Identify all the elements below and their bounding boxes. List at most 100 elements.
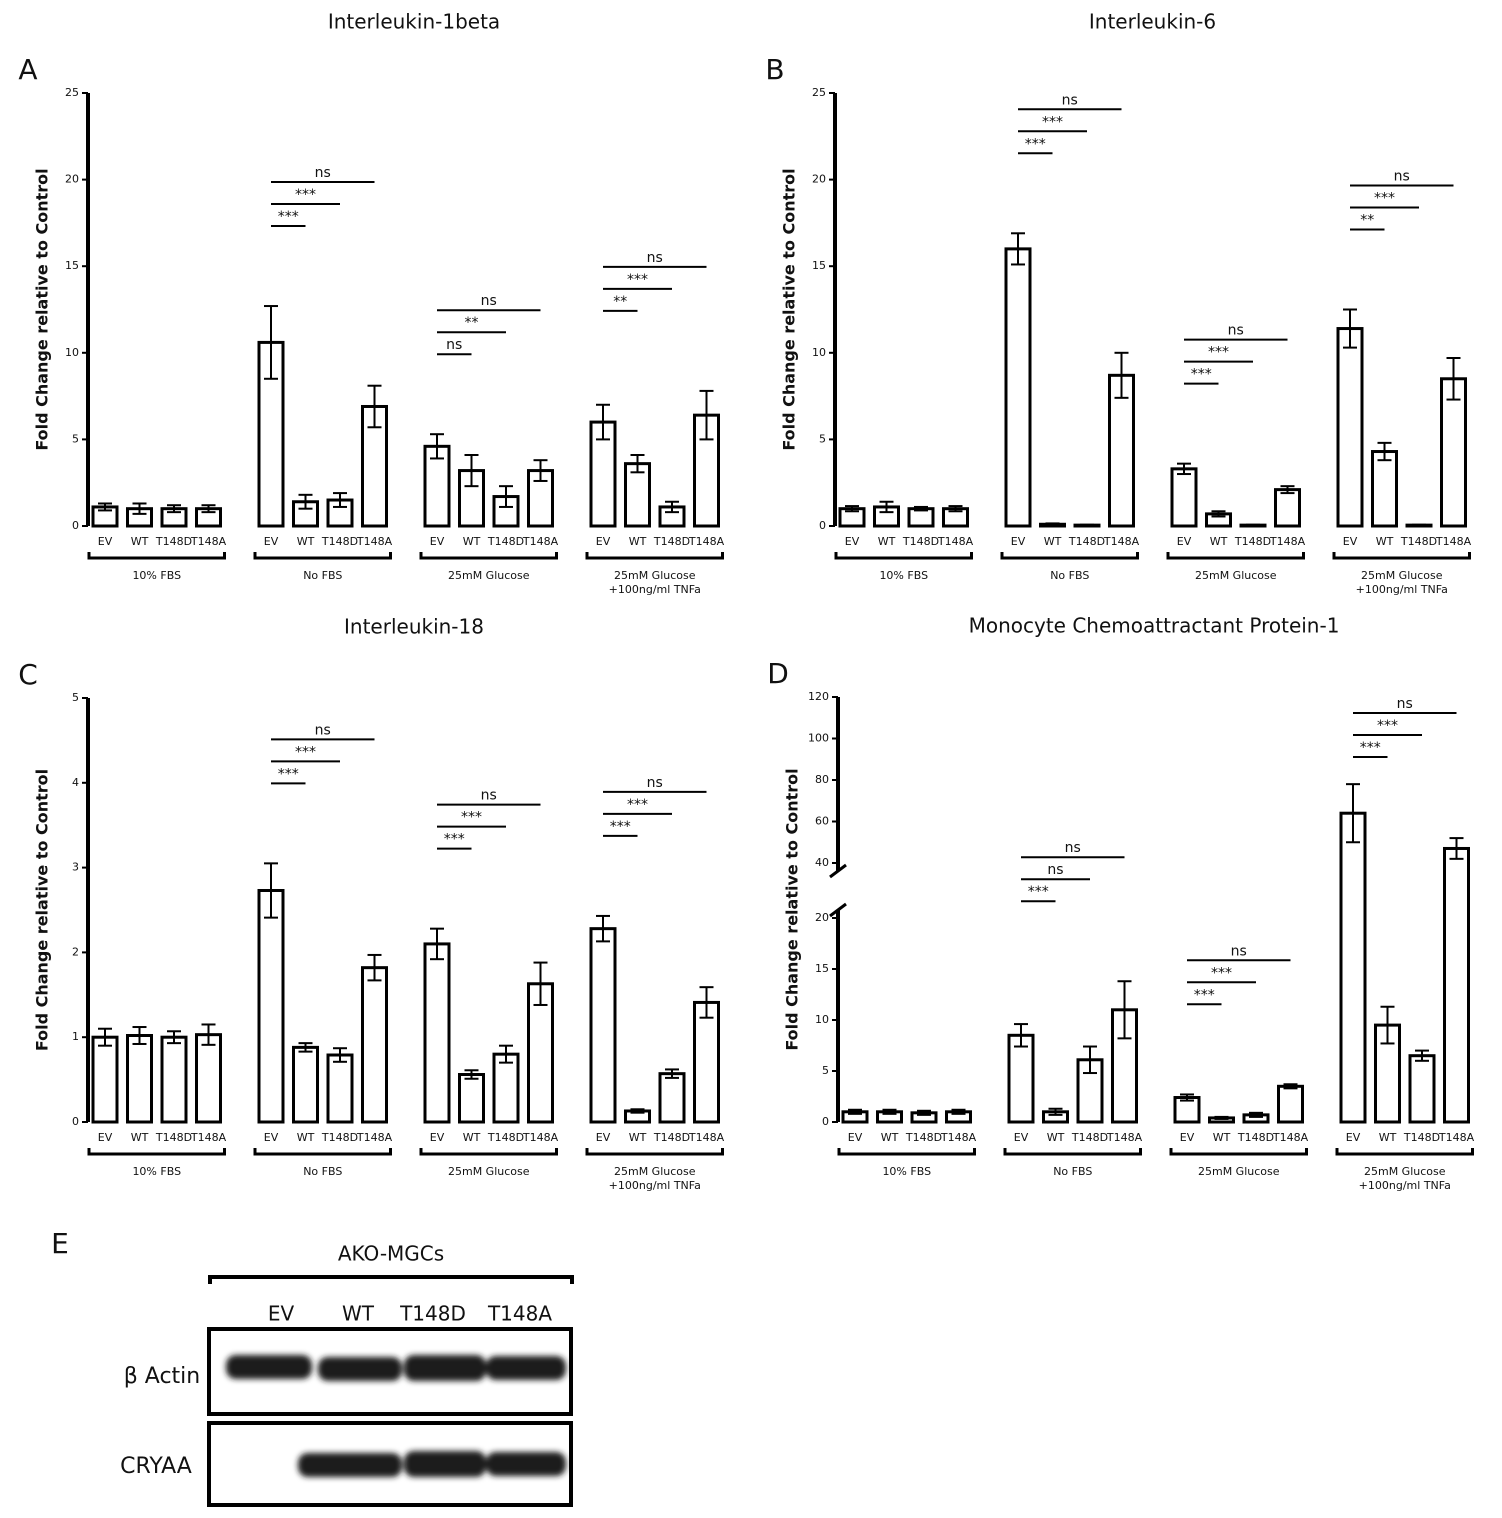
group-label: 10% FBS [132, 1165, 181, 1178]
error-bar [948, 505, 963, 513]
y-tick-label: 3 [72, 861, 79, 874]
lane-label: WT [342, 1302, 375, 1326]
x-tick-label: WT [297, 1131, 315, 1144]
chart-title: Interleukin-6 [1089, 10, 1216, 34]
bar [589, 927, 617, 1124]
y-tick-label: 25 [812, 86, 826, 99]
error-bar [132, 1026, 147, 1045]
group-bracket [1000, 552, 1139, 560]
error-bar [499, 485, 513, 508]
error-bar [298, 1042, 313, 1053]
y-tick-label: 0 [72, 1115, 79, 1128]
x-tick-label: T148A [522, 1131, 559, 1144]
x-tick-label: T148A [522, 535, 559, 548]
x-tick-label: WT [131, 535, 149, 548]
significance-label: *** [1025, 136, 1046, 152]
significance-label: *** [295, 187, 316, 203]
y-tick-label: 80 [815, 773, 829, 786]
significance-label: *** [295, 744, 316, 760]
x-tick-label: T148D [653, 1131, 690, 1144]
group-bracket [253, 1148, 392, 1156]
error-bar [464, 1069, 479, 1080]
significance-label: ns [315, 722, 331, 738]
bar [326, 1053, 354, 1124]
row-label: β Actin [124, 1364, 200, 1389]
error-bar [430, 927, 444, 961]
group-bracket [419, 1148, 558, 1156]
x-tick-label: T148D [321, 1131, 358, 1144]
significance-label: ** [465, 315, 479, 331]
significance-label: ns [481, 293, 497, 309]
y-tick-label: 15 [815, 962, 829, 975]
bands [226, 1355, 566, 1477]
bar [1339, 811, 1367, 1124]
band [404, 1451, 486, 1477]
error-bar [1014, 1023, 1028, 1048]
y-tick-label: 10 [815, 1013, 829, 1026]
group-label: 10% FBS [132, 569, 181, 582]
group-bracket [1332, 552, 1471, 560]
x-tick-label: EV [1346, 1131, 1361, 1144]
x-tick-label: EV [596, 535, 611, 548]
error-bar [264, 862, 278, 919]
bar [1170, 467, 1198, 528]
group-label: +100ng/ml TNFa [1356, 583, 1448, 596]
blot-bracket [208, 1275, 574, 1284]
group-bracket [585, 552, 724, 560]
error-bar [430, 433, 444, 460]
bar [458, 1073, 485, 1124]
x-tick-label: WT [1210, 535, 1228, 548]
y-axis-label: Fold Change relative to Control [783, 768, 802, 1050]
error-bar [1343, 308, 1357, 349]
x-tick-label: T148D [905, 1131, 942, 1144]
group-bracket [1169, 1148, 1308, 1156]
lane-label: T148D [399, 1302, 466, 1326]
bar [292, 1045, 319, 1124]
panel-letter: D [767, 657, 789, 690]
bar [1443, 846, 1470, 1124]
error-bar [367, 953, 382, 982]
error-bar [1211, 510, 1226, 518]
bar [126, 1034, 153, 1124]
x-tick-label: WT [629, 535, 647, 548]
error-bar [1114, 351, 1129, 399]
group-bracket [87, 552, 226, 560]
x-tick-label: WT [1376, 535, 1394, 548]
x-tick-label: EV [264, 535, 279, 548]
group-label: No FBS [303, 569, 342, 582]
error-bar [596, 403, 610, 441]
significance-label: *** [627, 272, 648, 288]
x-tick-label: T148D [1400, 535, 1437, 548]
bar [658, 1072, 686, 1124]
x-tick-label: T148D [902, 535, 939, 548]
significance-label: ns [1062, 92, 1078, 108]
significance-label: ns [1231, 943, 1247, 959]
bar [257, 888, 285, 1124]
x-tick-label: WT [878, 535, 896, 548]
bar [1408, 1054, 1436, 1124]
blot-title: AKO-MGCs [338, 1242, 444, 1266]
significance-label: ns [1047, 862, 1063, 878]
x-tick-label: EV [98, 1131, 113, 1144]
x-tick-label: WT [297, 535, 315, 548]
error-bar [533, 459, 548, 482]
panel-letter: A [18, 53, 37, 86]
error-bar [630, 453, 645, 474]
significance-label: ns [481, 788, 497, 804]
chart-title: Interleukin-1beta [328, 10, 500, 34]
bar [1371, 450, 1398, 528]
significance-label: *** [1360, 740, 1381, 756]
error-bar [1117, 980, 1132, 1040]
x-tick-label: T148A [937, 535, 974, 548]
error-bar [1011, 232, 1025, 266]
y-tick-label: 10 [812, 346, 826, 359]
group-label: 25mM Glucose [614, 569, 696, 582]
error-bar [367, 384, 382, 429]
error-bar [882, 1108, 897, 1115]
y-tick-label: 5 [819, 432, 826, 445]
y-tick-label: 0 [822, 1115, 829, 1128]
group-label: 25mM Glucose [1361, 569, 1443, 582]
significance-label: ns [1228, 323, 1244, 339]
error-bar [201, 504, 216, 514]
x-tick-label: EV [848, 1131, 863, 1144]
